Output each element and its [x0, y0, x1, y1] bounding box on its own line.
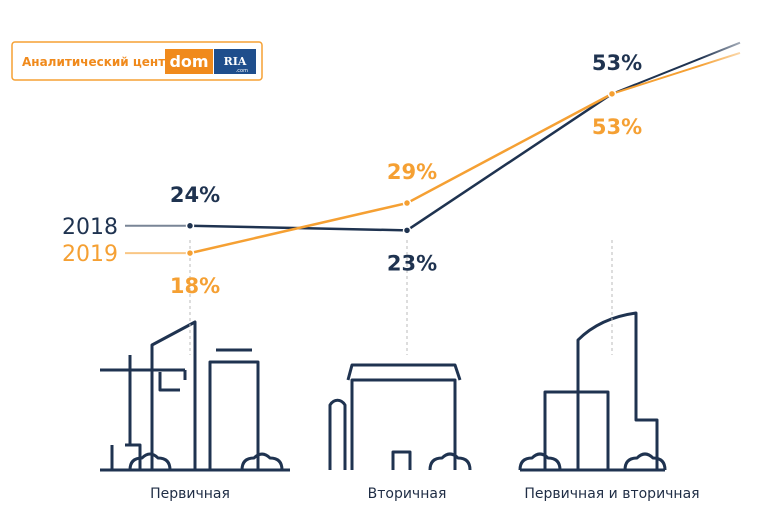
point — [402, 198, 412, 208]
legend-label: 2019 — [62, 242, 118, 267]
point — [185, 221, 195, 231]
x-tick-label: Первичная — [150, 486, 230, 502]
logo-suffix: .com — [236, 68, 248, 74]
value-label: 24% — [170, 183, 220, 207]
logo: Аналитический центр dom RIA .com — [11, 41, 263, 81]
logo-text: Аналитический центр — [22, 55, 174, 69]
value-label: 23% — [387, 251, 437, 275]
logo-brand: dom — [169, 52, 208, 71]
value-label: 18% — [170, 274, 220, 298]
value-label: 53% — [592, 51, 642, 75]
x-tick-label: Вторичная — [368, 486, 447, 502]
value-label: 53% — [592, 115, 642, 139]
point — [402, 226, 412, 235]
legend-label: 2018 — [62, 215, 118, 240]
point — [185, 248, 195, 258]
fade — [700, 20, 768, 120]
logo-brand2: RIA — [224, 55, 247, 68]
value-label: 29% — [387, 160, 437, 184]
point — [607, 89, 617, 99]
x-tick-label: Первичная и вторичная — [524, 486, 699, 502]
buildings — [100, 311, 667, 472]
